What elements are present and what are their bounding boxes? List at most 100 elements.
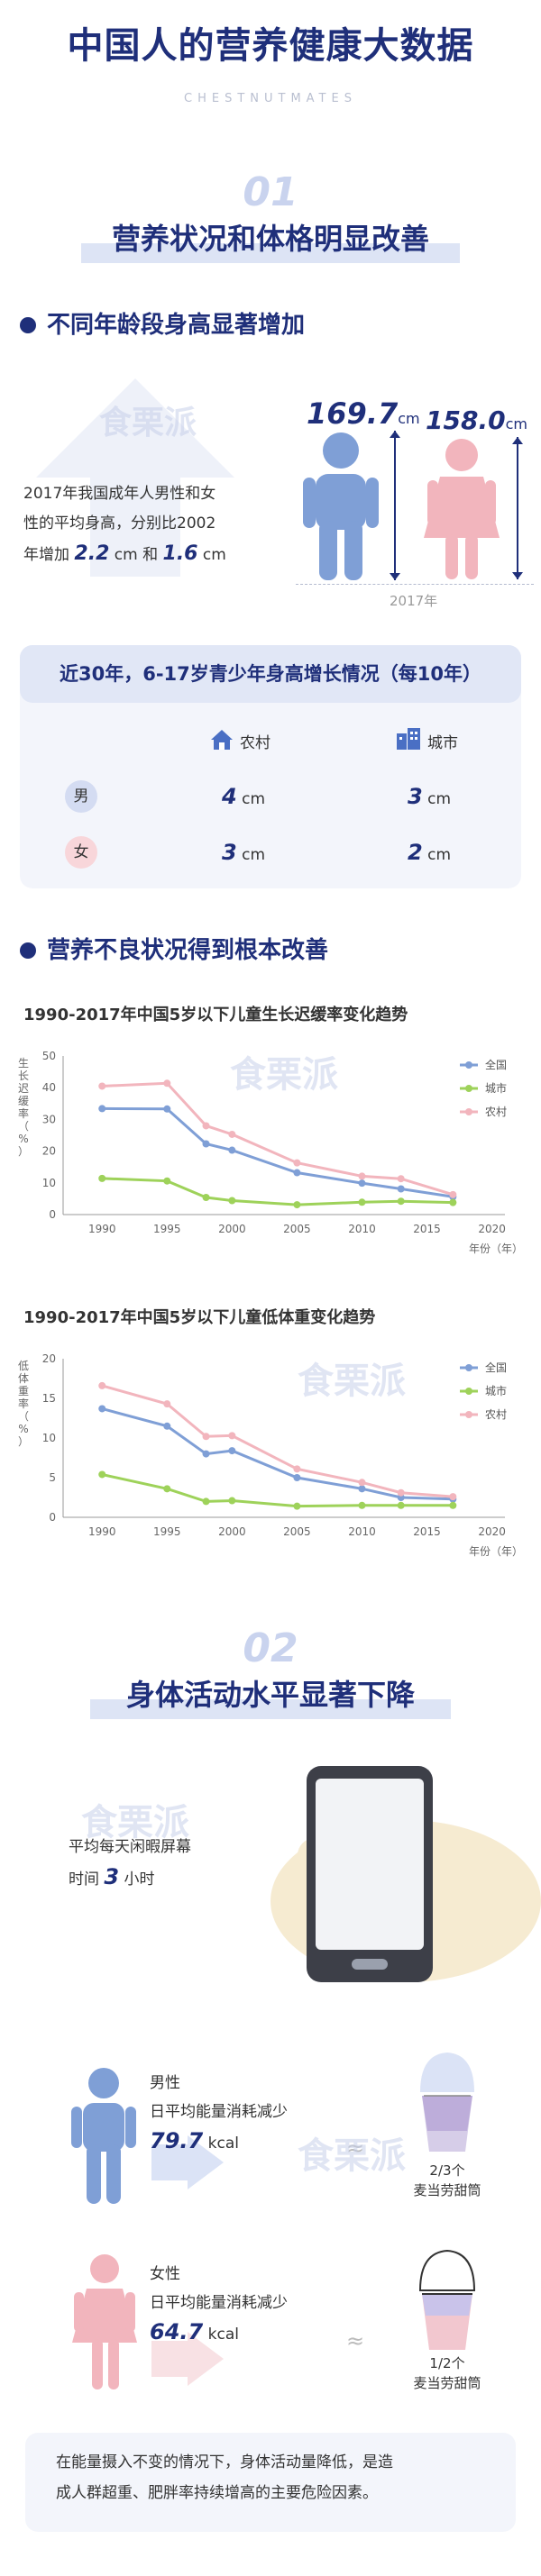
y-tick-label: 10 [42,1177,56,1189]
down-arrow-icon [151,2135,224,2189]
down-arrow-icon [151,2332,224,2386]
y-axis-label-char: （ [18,1120,29,1133]
y-axis-label-char: 率 [18,1106,29,1120]
building-icon [397,728,420,750]
male-figure-icon [303,431,400,580]
series-line [102,1106,454,1198]
data-point [449,1190,457,1198]
gender-badge-male: 男 [65,780,97,813]
y-tick-label: 30 [42,1113,56,1125]
ice-cream-icon [420,2053,474,2152]
data-point [163,1079,171,1088]
data-point [397,1501,405,1509]
data-point [98,1470,106,1479]
y-axis-label-char: 体 [18,1372,29,1385]
legend-label: 城市 [485,1081,507,1095]
data-point [98,1105,106,1113]
y-axis-label-char: 重 [18,1385,29,1397]
legend-marker [465,1085,472,1092]
female-rural-value: 3 cm [222,840,266,865]
y-axis-label-char: % [18,1423,28,1435]
conclusion-note: 在能量摄入不变的情况下，身体活动量降低，是造 成人群超重、肥胖率持续增高的主要危… [25,2433,516,2532]
y-tick-label: 40 [42,1081,56,1094]
phone-in-hand-icon [270,1766,541,1982]
data-point [358,1172,366,1180]
section1-number: 01 [243,169,298,215]
data-point [202,1497,210,1506]
page-title: 中国人的营养健康大数据 [67,25,474,67]
data-point [397,1197,405,1206]
y-axis-label-char: ） [18,1145,29,1158]
data-point [293,1159,301,1167]
legend-label: 全国 [485,1058,507,1071]
bullet-dot [20,317,36,333]
legend-label: 农村 [485,1408,507,1421]
watermark-logo: 食栗派 [81,1802,189,1843]
male-height-value: 169.7cm [307,396,420,431]
data-point [98,1174,106,1182]
data-point [228,1497,236,1505]
col-urban-label: 城市 [427,734,458,752]
data-point [358,1179,366,1188]
data-point [397,1175,405,1183]
malnutrition-heading: 营养不良状况得到根本改善 [47,937,329,964]
y-tick-label: 20 [42,1145,56,1158]
screen-time-text: 平均每天闲暇屏幕 时间 3 小时 [69,1838,191,1889]
legend-marker [465,1108,472,1115]
x-axis-label: 年份（年） [469,1545,523,1558]
y-axis-label-char: ） [18,1435,29,1448]
legend-label: 农村 [485,1106,507,1118]
data-point [449,1501,457,1509]
female-desc: 日平均能量消耗减少 [150,2294,288,2312]
legend-label: 城市 [485,1384,507,1397]
y-tick-label: 0 [49,1208,56,1221]
data-point [202,1140,210,1148]
male-rural-value: 4 cm [222,784,266,809]
male-label: 男性 [150,2074,180,2092]
approx-sign: ≈ [346,2328,365,2353]
data-point [163,1105,171,1113]
approx-sign: ≈ [346,2135,365,2161]
stunting-line-chart: 0 10 20 30 40 50 1990 1995 2000 2005 2010 2015 2020 年… [18,1050,523,1255]
chart1-title: 1990-2017年中国5岁以下儿童生长迟缓率变化趋势 [23,1006,408,1024]
data-point [163,1422,171,1430]
data-point [397,1185,405,1193]
page-subtitle: CHESTNUTMATES [184,92,357,105]
up-arrow-decoration [36,378,234,577]
legend-marker [465,1388,472,1395]
male-desc: 日平均能量消耗减少 [150,2103,288,2121]
x-tick-label: 2000 [218,1223,246,1235]
data-point [202,1450,210,1458]
data-point [163,1177,171,1185]
x-tick-label: 2010 [348,1223,376,1235]
series-line [102,1081,454,1197]
data-point [449,1493,457,1501]
y-axis-label-char: 生 [18,1057,29,1070]
section1-title-highlight [81,243,460,263]
female-label: 女性 [150,2265,180,2283]
data-point [202,1433,210,1441]
series-line [101,1473,454,1508]
x-tick-label: 1990 [88,1525,116,1538]
series-line [102,1177,454,1206]
y-axis-label-char: 率 [18,1397,29,1410]
col-rural-label: 农村 [240,734,270,752]
x-axis-label: 年份（年） [469,1242,523,1255]
gender-badge-female: 女 [65,836,97,869]
data-point [228,1432,236,1440]
x-tick-label: 2005 [283,1223,311,1235]
x-tick-label: 2010 [348,1525,376,1538]
y-tick-label: 5 [49,1471,56,1484]
data-point [358,1479,366,1487]
male-figure-icon [71,2068,136,2204]
baseline-divider [296,584,534,585]
underweight-line-chart: 0 5 10 15 20 1990 1995 2000 2005 2010 2015 2020 年份（年… [18,1352,523,1558]
section2-number: 02 [243,1625,298,1671]
x-tick-label: 2005 [283,1525,311,1538]
watermark-logo: 食栗派 [230,1054,338,1096]
x-tick-label: 1995 [153,1223,181,1235]
data-point [293,1201,301,1209]
watermark-logo: 食栗派 [298,1361,406,1402]
legend-marker [465,1061,472,1069]
data-point [163,1400,171,1408]
